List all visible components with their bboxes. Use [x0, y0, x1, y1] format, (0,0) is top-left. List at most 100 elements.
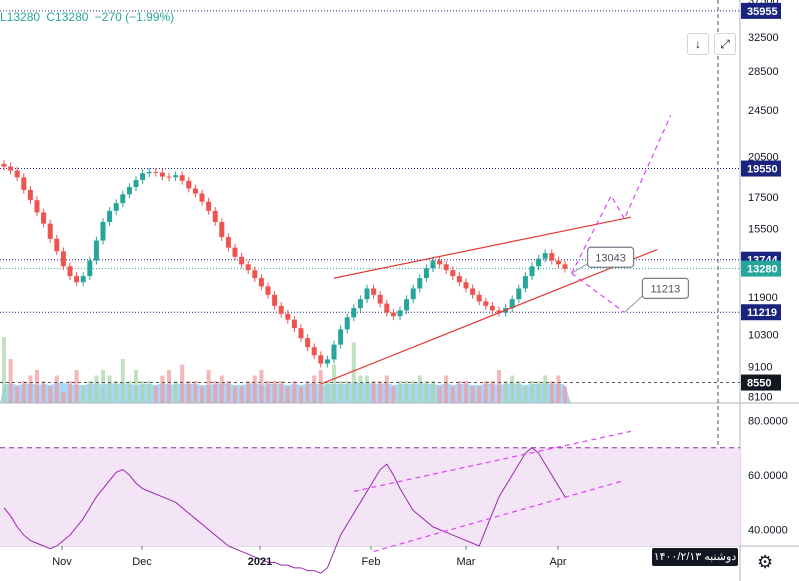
fullscreen-button[interactable]: ⤢ — [714, 33, 736, 55]
volume-bar — [563, 386, 567, 403]
volume-bar — [272, 381, 277, 403]
volume-bar — [543, 375, 548, 403]
rsi-trend-upper — [353, 430, 632, 492]
callout-label: 11213 — [651, 283, 681, 295]
volume-bar — [457, 381, 462, 403]
candle — [120, 194, 126, 204]
candle — [397, 310, 403, 317]
candle — [225, 237, 231, 248]
price-label: 19550 — [747, 164, 778, 176]
candle — [430, 260, 436, 269]
volume-bar — [516, 381, 521, 403]
gear-icon[interactable]: ⚙ — [757, 552, 774, 572]
candle — [338, 329, 344, 345]
volume-bar — [497, 370, 501, 403]
volume-bar — [81, 386, 86, 403]
volume-bar — [299, 386, 303, 403]
volume-bar — [28, 375, 33, 403]
candle — [232, 247, 238, 257]
candle — [272, 294, 278, 306]
candle — [74, 276, 80, 283]
candle — [14, 170, 20, 178]
volume-bar — [134, 370, 138, 403]
volume-bar — [167, 370, 171, 403]
volume-bar — [312, 375, 317, 403]
time-tick: Nov — [52, 556, 72, 568]
volume-bar — [384, 375, 389, 403]
volume-bar — [41, 381, 46, 403]
log-scale-button[interactable]: ↓ — [687, 33, 709, 55]
price-tick: 8100 — [748, 392, 772, 404]
candle — [153, 171, 159, 173]
candle — [166, 176, 172, 178]
volume-bar — [54, 375, 59, 403]
candle — [186, 180, 192, 189]
volume-bar — [285, 386, 290, 403]
candle — [133, 180, 139, 188]
candle — [516, 288, 522, 300]
volume-bar — [404, 381, 409, 403]
volume-bar — [252, 375, 257, 403]
ohlc-change: −270 (−1.99%) — [94, 10, 175, 24]
candle — [470, 288, 476, 295]
volume-bar — [424, 381, 429, 403]
price-tick: 28500 — [748, 66, 779, 78]
candle — [324, 359, 330, 364]
candle — [437, 260, 443, 265]
volume-bar — [107, 375, 112, 403]
candle — [476, 294, 482, 302]
rsi-trend-lower — [373, 479, 625, 553]
candle — [8, 166, 14, 171]
volume-bar — [213, 381, 218, 403]
candle — [331, 344, 337, 360]
candle — [351, 308, 357, 318]
candle — [536, 258, 542, 267]
price-label-box — [741, 2, 781, 19]
price-label: 11219 — [747, 307, 777, 319]
volume-bar — [477, 386, 482, 403]
candle — [509, 299, 515, 309]
price-label: 8550 — [747, 378, 771, 390]
candle — [522, 276, 528, 289]
candle — [311, 347, 317, 356]
volume-bar — [483, 381, 488, 403]
rsi-band — [0, 447, 740, 546]
volume-bar — [417, 375, 422, 403]
candle — [450, 270, 456, 277]
crosshair-date-label: دوشنبه ۱۴۰۰/۲/۱۳ — [652, 548, 738, 566]
volume-bar — [391, 386, 396, 403]
candle — [93, 240, 99, 261]
volume-bar — [15, 386, 20, 403]
candle — [100, 222, 106, 241]
volume-bar — [206, 370, 211, 403]
candle — [278, 305, 284, 314]
time-tick: 2021 — [248, 556, 272, 568]
price-label-box — [741, 374, 781, 391]
volume-bar — [21, 381, 26, 403]
time-tick: Feb — [362, 556, 381, 568]
candle — [384, 303, 390, 313]
candle — [549, 253, 555, 261]
volume-bar — [523, 386, 528, 403]
trend-line-lower — [320, 248, 658, 385]
price-tick: 10300 — [748, 329, 779, 341]
candle — [456, 276, 462, 283]
candle — [192, 188, 198, 194]
candle — [377, 294, 383, 304]
candle — [371, 288, 377, 295]
candle — [357, 299, 363, 309]
volume-bar — [74, 370, 79, 403]
volume-bar — [431, 381, 435, 403]
candle — [463, 282, 469, 289]
callout-13043: 13043 — [571, 246, 635, 274]
volume-bar — [549, 381, 554, 403]
volume-bar — [365, 375, 369, 403]
volume-bar — [48, 386, 53, 403]
volume-bar — [490, 381, 495, 403]
volume-bar — [510, 375, 515, 403]
price-tick: 20500 — [748, 151, 779, 163]
candle — [245, 264, 251, 271]
volume-bar — [345, 381, 350, 403]
candle — [113, 203, 119, 211]
